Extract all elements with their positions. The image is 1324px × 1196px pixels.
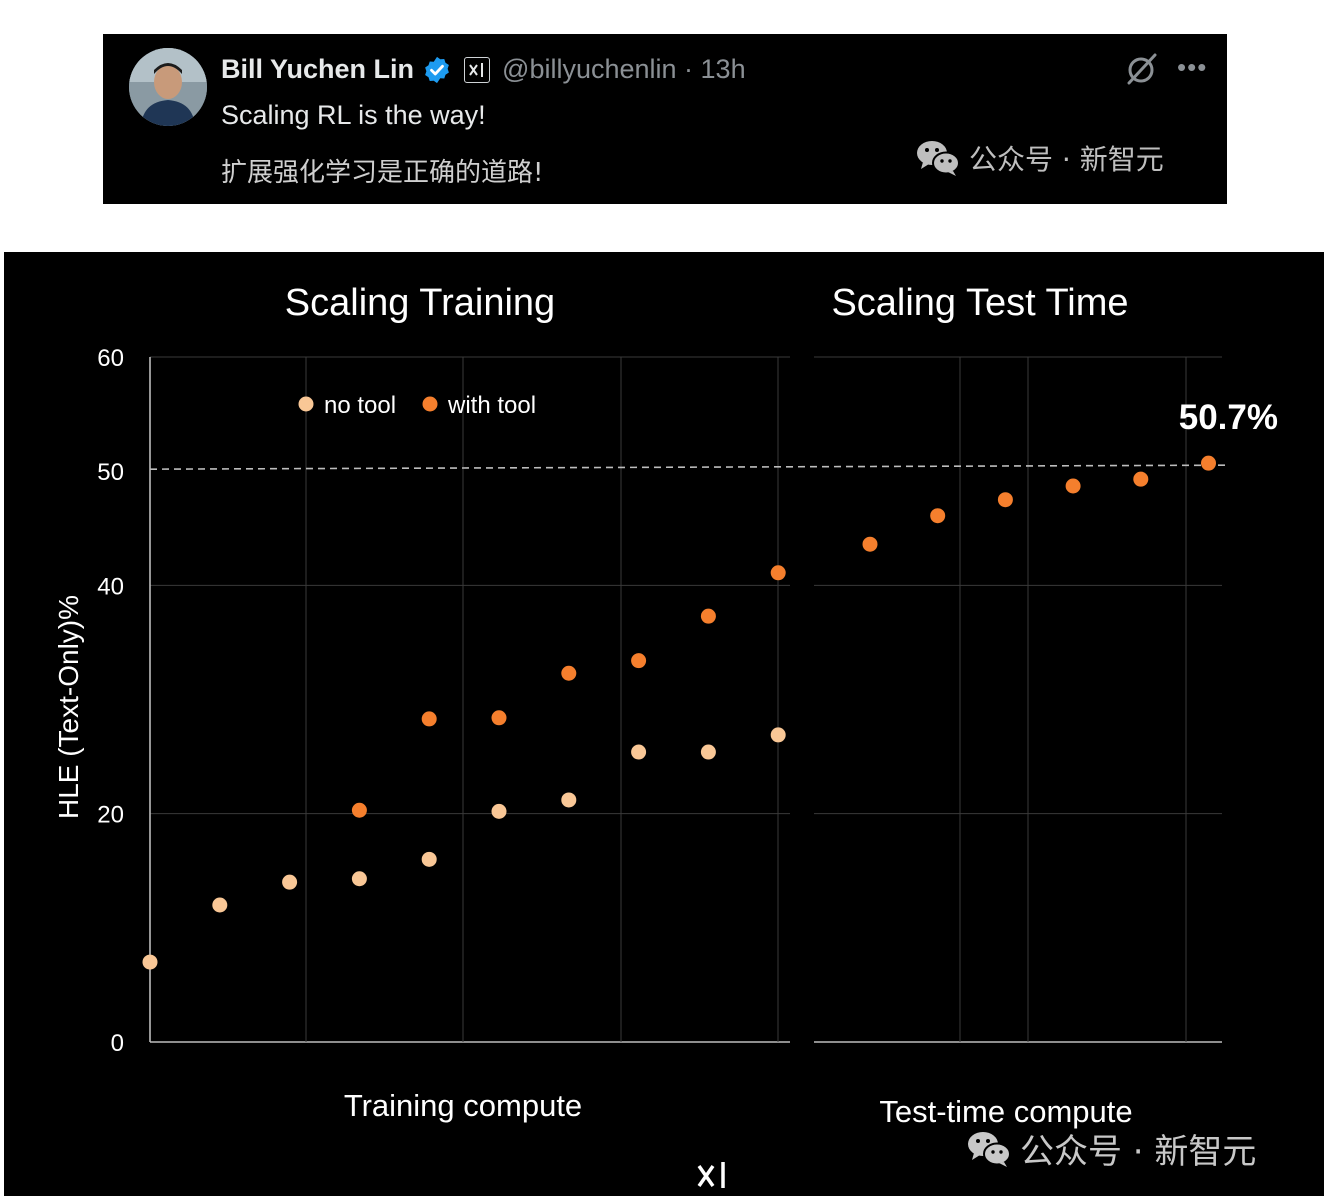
y-tick-label: 0	[111, 1030, 124, 1057]
reference-line-50	[149, 464, 1229, 470]
y-tick-label: 60	[97, 345, 124, 372]
chart-panel: 0 20 40 50 60 HLE (Text-Only)% Scaling Traini…	[4, 252, 1324, 1196]
tweet-text: Scaling RL is the way!	[221, 100, 486, 130]
annotation-label: 50.7%	[1179, 398, 1278, 437]
tweet-translation: 扩展强化学习是正确的道路!	[221, 158, 544, 188]
data-point-with-tool	[700, 608, 716, 624]
panel-title: Scaling Test Time	[831, 282, 1128, 324]
data-point-no-tool	[491, 803, 507, 819]
data-point-with-tool	[862, 536, 878, 552]
watermark-text: 公众号 · 新智元	[969, 143, 1164, 176]
avatar[interactable]	[129, 48, 207, 126]
legend-marker	[298, 396, 314, 412]
grok-icon[interactable]	[1125, 52, 1159, 86]
more-icon[interactable]: •••	[1177, 52, 1208, 82]
data-point-with-tool	[1201, 455, 1216, 471]
handle-timestamp[interactable]: @billyuchenlin · 13h	[502, 54, 746, 84]
wechat-icon	[968, 1131, 1011, 1167]
data-point-with-tool	[631, 653, 647, 669]
data-point-no-tool	[282, 874, 298, 890]
x-axis-label: Test-time compute	[879, 1094, 1132, 1129]
data-point-with-tool	[351, 802, 367, 818]
legend-label: no tool	[324, 392, 396, 419]
watermark-bottom: 公众号 · 新智元	[966, 1124, 1256, 1173]
xai-badge-icon[interactable]	[464, 56, 491, 83]
data-point-no-tool	[421, 851, 437, 867]
data-point-with-tool	[930, 508, 946, 524]
data-point-with-tool	[421, 711, 437, 727]
data-point-no-tool	[351, 871, 367, 887]
data-point-no-tool	[631, 744, 647, 760]
xai-logo-icon	[697, 1162, 725, 1188]
verified-icon	[425, 56, 449, 83]
data-point-with-tool	[1065, 478, 1081, 494]
data-point-with-tool	[1133, 471, 1149, 487]
legend-marker	[422, 396, 438, 412]
y-tick-label: 20	[97, 802, 124, 829]
chart: 0 20 40 50 60 HLE (Text-Only)% Scaling Traini…	[53, 282, 1278, 1129]
panel-title: Scaling Training	[285, 282, 555, 324]
y-tick-label: 50	[97, 459, 124, 486]
tweet-card[interactable]: Bill Yuchen Lin @billyuchenlin · 13h Sca…	[103, 34, 1227, 204]
tweet-header: Bill Yuchen Lin @billyuchenlin · 13h	[221, 54, 746, 85]
data-point-no-tool	[700, 744, 716, 760]
data-point-no-tool	[212, 897, 228, 913]
data-point-with-tool	[561, 665, 577, 681]
author-name[interactable]: Bill Yuchen Lin	[221, 54, 415, 84]
data-point-with-tool	[491, 710, 507, 726]
data-point-no-tool	[142, 954, 158, 970]
wechat-icon	[917, 141, 960, 176]
data-point-no-tool	[561, 792, 577, 808]
y-tick-label: 40	[97, 573, 124, 600]
y-axis-label: HLE (Text-Only)%	[53, 595, 84, 819]
x-axis-label: Training compute	[344, 1088, 582, 1123]
data-point-with-tool	[770, 565, 786, 581]
watermark: 公众号 · 新智元	[915, 138, 1164, 178]
data-point-with-tool	[997, 492, 1013, 508]
watermark-text: 公众号 · 新智元	[1020, 1132, 1257, 1172]
data-point-no-tool	[770, 727, 786, 743]
legend-label: with tool	[447, 392, 536, 419]
